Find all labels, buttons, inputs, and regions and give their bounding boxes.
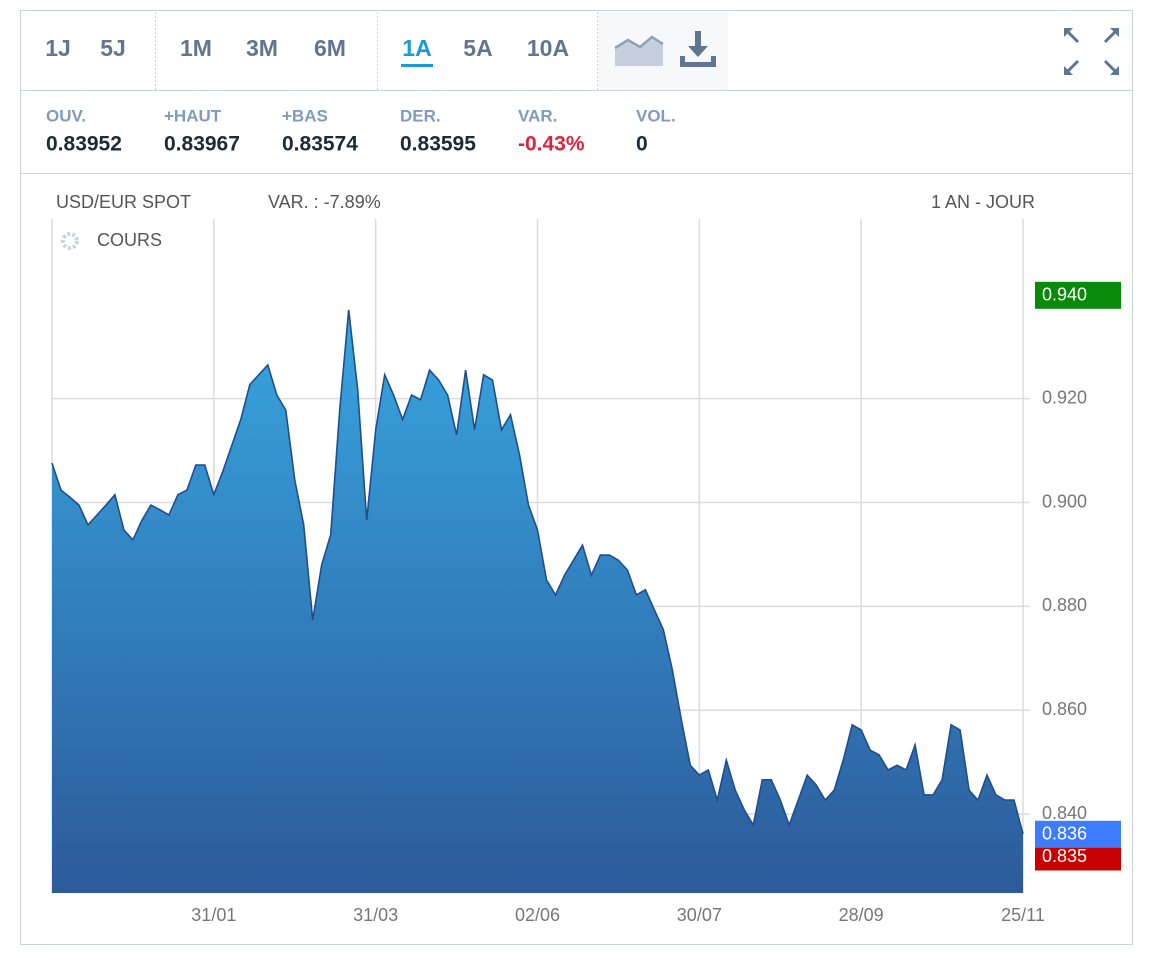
period-button[interactable]: 1A bbox=[402, 35, 431, 61]
period-button[interactable]: 3M bbox=[246, 35, 278, 61]
y-tick-label: 0.860 bbox=[1042, 699, 1087, 719]
y-tick-label: 0.900 bbox=[1042, 491, 1087, 511]
stats: OUV. 0.83952 +HAUT 0.83967 +BAS 0.83574 DER. 0.… bbox=[46, 106, 676, 155]
separators bbox=[155, 12, 598, 90]
chart: USD/EUR SPOT VAR. : -7.89% 1 AN - JOUR C… bbox=[51, 192, 1121, 925]
x-tick-label: 28/09 bbox=[839, 905, 884, 925]
annotation: 1 AN - JOUR bbox=[931, 192, 1035, 212]
price-tag-label: 0.836 bbox=[1042, 824, 1087, 844]
y-tick-label: 0.880 bbox=[1042, 595, 1087, 615]
stat-label: +BAS bbox=[282, 106, 328, 125]
price-tag-label: 0.835 bbox=[1042, 846, 1087, 866]
fullscreen-icon[interactable] bbox=[1064, 28, 1119, 75]
area-line bbox=[51, 309, 1024, 835]
period-button[interactable]: 10A bbox=[527, 35, 569, 61]
stat-value: 0 bbox=[636, 133, 648, 156]
period-button[interactable]: 1J bbox=[45, 35, 71, 61]
stat-label: VOL. bbox=[636, 106, 676, 125]
x-tick-label: 31/01 bbox=[191, 905, 236, 925]
period-bar: 1J 5J 1M 3M 6M 1A 5A 10A bbox=[45, 35, 569, 67]
price-tag bbox=[1035, 843, 1121, 871]
download-icon[interactable] bbox=[680, 31, 716, 67]
period-button[interactable]: 6M bbox=[314, 35, 346, 61]
x-tick-label: 02/06 bbox=[515, 905, 560, 925]
stat-label: OUV. bbox=[46, 106, 86, 125]
legend-icon bbox=[61, 232, 79, 250]
period-button[interactable]: 5A bbox=[463, 35, 492, 61]
chart-subtitle: VAR. : -7.89% bbox=[268, 192, 381, 212]
x-tick-label: 30/07 bbox=[677, 905, 722, 925]
period-button[interactable]: 5J bbox=[100, 35, 126, 61]
stat-label: DER. bbox=[400, 106, 441, 125]
chart-title: USD/EUR SPOT bbox=[56, 192, 191, 212]
y-tick-label: 0.920 bbox=[1042, 387, 1087, 407]
chart-type-icon[interactable] bbox=[614, 35, 664, 66]
x-tick-label: 25/11 bbox=[1001, 905, 1045, 925]
stat-value: 0.83574 bbox=[282, 133, 358, 156]
area-fill bbox=[52, 309, 1023, 893]
legend-label: COURS bbox=[97, 230, 162, 250]
stat-value: 0.83595 bbox=[400, 133, 476, 156]
stat-value: 0.83952 bbox=[46, 133, 122, 156]
legend: COURS bbox=[61, 230, 162, 250]
stat-value: -0.43% bbox=[518, 133, 585, 156]
active-underline bbox=[401, 64, 433, 67]
price-tag bbox=[1035, 820, 1121, 848]
price-tag bbox=[1035, 281, 1121, 309]
period-button[interactable]: 1M bbox=[180, 35, 212, 61]
x-tick-label: 31/03 bbox=[353, 905, 398, 925]
price-tag-label: 0.940 bbox=[1042, 285, 1087, 305]
stat-value: 0.83967 bbox=[164, 133, 240, 156]
stat-label: VAR. bbox=[518, 106, 557, 125]
y-tick-label: 0.840 bbox=[1042, 803, 1087, 823]
stat-label: +HAUT bbox=[164, 106, 222, 125]
